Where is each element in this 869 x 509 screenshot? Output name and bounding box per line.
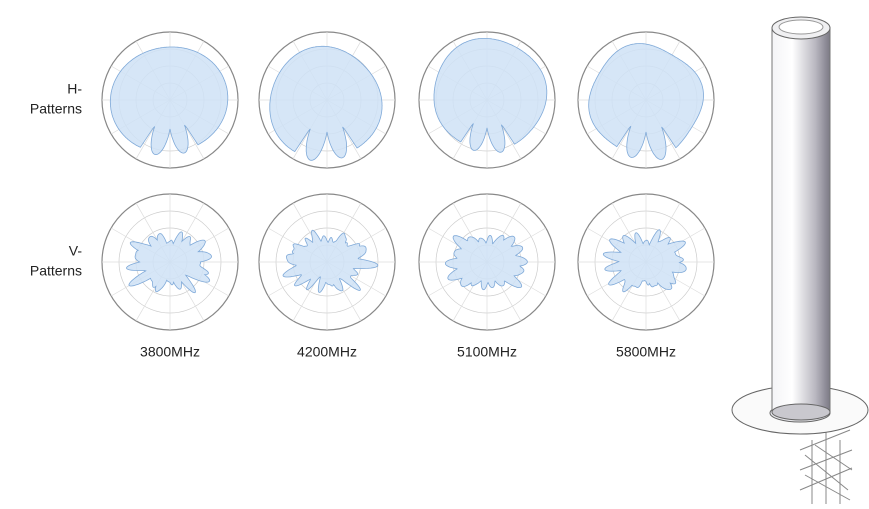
antenna-illustration (731, 16, 869, 504)
frequency-label: 4200MHz (297, 344, 357, 360)
row-label: H- (67, 81, 82, 97)
polar-plot (418, 31, 556, 169)
labels: H- Patterns V- Patterns 3800MHz 4200MHz 5100MH… (30, 81, 676, 360)
polar-plot (577, 193, 715, 331)
pattern-shape (444, 235, 528, 291)
pattern-shape (602, 229, 687, 293)
row-label: Patterns (30, 263, 82, 279)
pattern-shape (126, 231, 212, 294)
pattern-shape (269, 45, 383, 161)
radome-cap (778, 19, 824, 35)
pattern-shape (282, 229, 379, 293)
radome-bottom (771, 403, 831, 421)
row-label: V- (69, 243, 83, 259)
polar-plot (577, 31, 715, 169)
polar-plot (258, 31, 396, 169)
frequency-label: 5100MHz (457, 344, 517, 360)
radome (771, 27, 831, 413)
frequency-label: 3800MHz (140, 344, 200, 360)
antenna-lattice (799, 429, 853, 504)
pattern-shape (109, 46, 229, 155)
polar-plot (418, 193, 556, 331)
polar-plot (101, 193, 239, 331)
pattern-shape (588, 43, 704, 160)
pattern-plots (101, 31, 715, 331)
pattern-shape (433, 38, 548, 153)
polar-plot (258, 193, 396, 331)
row-label: Patterns (30, 101, 82, 117)
polar-plot (101, 31, 239, 169)
frequency-label: 5800MHz (616, 344, 676, 360)
